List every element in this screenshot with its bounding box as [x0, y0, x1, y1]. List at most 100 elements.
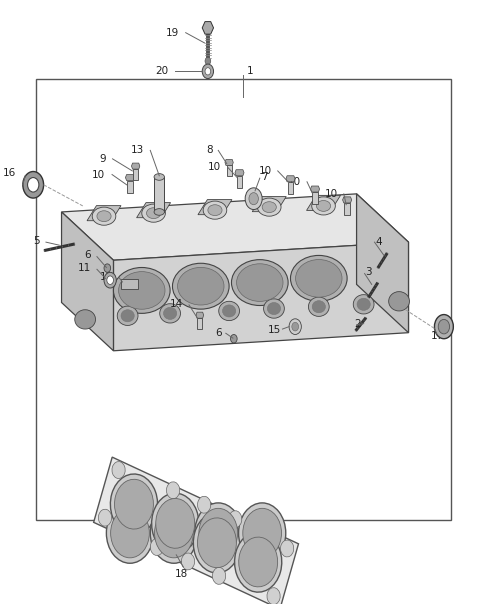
Bar: [127, 180, 133, 192]
Circle shape: [104, 264, 110, 272]
Polygon shape: [286, 175, 295, 182]
Ellipse shape: [243, 508, 281, 558]
Ellipse shape: [152, 493, 199, 554]
Ellipse shape: [325, 267, 338, 278]
Ellipse shape: [312, 197, 336, 215]
Ellipse shape: [154, 174, 165, 180]
Polygon shape: [61, 212, 113, 351]
Polygon shape: [132, 163, 140, 169]
Ellipse shape: [295, 264, 316, 281]
Ellipse shape: [228, 511, 242, 528]
Ellipse shape: [257, 198, 281, 216]
Ellipse shape: [312, 301, 325, 313]
Bar: [288, 182, 293, 194]
Polygon shape: [202, 22, 214, 34]
Ellipse shape: [144, 276, 166, 293]
Bar: [237, 175, 242, 188]
Ellipse shape: [357, 298, 370, 310]
Text: 3: 3: [365, 267, 372, 277]
Text: 18: 18: [174, 569, 188, 580]
Text: 7: 7: [261, 172, 267, 182]
Text: 4: 4: [375, 237, 382, 247]
Ellipse shape: [239, 537, 277, 587]
Polygon shape: [252, 197, 286, 212]
Circle shape: [205, 57, 211, 65]
Ellipse shape: [155, 508, 193, 558]
Text: 10: 10: [258, 166, 272, 176]
Polygon shape: [61, 194, 408, 260]
Ellipse shape: [178, 267, 224, 305]
Circle shape: [289, 319, 301, 335]
Ellipse shape: [263, 268, 283, 285]
Ellipse shape: [266, 271, 280, 282]
Ellipse shape: [167, 482, 180, 499]
Text: 10: 10: [92, 169, 106, 180]
Polygon shape: [198, 200, 232, 215]
Ellipse shape: [181, 553, 194, 570]
Circle shape: [23, 171, 44, 198]
Circle shape: [230, 335, 237, 343]
Polygon shape: [225, 160, 233, 166]
Ellipse shape: [197, 518, 236, 567]
Circle shape: [434, 315, 453, 339]
Text: 10: 10: [208, 162, 221, 172]
Ellipse shape: [264, 299, 284, 318]
Bar: [312, 192, 318, 204]
Polygon shape: [235, 170, 244, 175]
Polygon shape: [307, 195, 340, 211]
Ellipse shape: [110, 508, 149, 558]
Text: 11: 11: [78, 263, 91, 273]
Circle shape: [292, 322, 299, 331]
Circle shape: [205, 68, 211, 75]
Circle shape: [107, 276, 113, 284]
Circle shape: [202, 64, 214, 79]
Ellipse shape: [236, 268, 257, 285]
Ellipse shape: [235, 532, 282, 592]
Bar: [154, 177, 165, 212]
Ellipse shape: [219, 301, 240, 321]
Ellipse shape: [118, 276, 139, 293]
Text: 16: 16: [2, 168, 16, 178]
Ellipse shape: [316, 200, 331, 211]
Text: 20: 20: [156, 66, 168, 76]
Bar: [197, 318, 202, 329]
Ellipse shape: [97, 211, 111, 221]
Ellipse shape: [208, 204, 222, 215]
Polygon shape: [125, 174, 134, 180]
Circle shape: [249, 192, 258, 204]
Ellipse shape: [112, 462, 125, 479]
Ellipse shape: [172, 263, 229, 309]
Polygon shape: [113, 242, 408, 351]
Circle shape: [104, 272, 116, 288]
Bar: [344, 203, 350, 215]
Ellipse shape: [122, 279, 135, 290]
Ellipse shape: [115, 479, 154, 529]
Ellipse shape: [309, 297, 329, 316]
Text: 12: 12: [100, 272, 113, 282]
Ellipse shape: [146, 208, 161, 218]
Ellipse shape: [164, 307, 177, 319]
Ellipse shape: [110, 474, 157, 534]
Ellipse shape: [177, 272, 198, 289]
Ellipse shape: [107, 503, 154, 563]
Ellipse shape: [154, 209, 165, 215]
Ellipse shape: [280, 540, 294, 557]
Polygon shape: [137, 203, 170, 218]
Ellipse shape: [322, 264, 342, 281]
Ellipse shape: [181, 275, 194, 286]
Ellipse shape: [353, 295, 374, 314]
Polygon shape: [343, 197, 352, 203]
Ellipse shape: [92, 207, 116, 225]
Text: 5: 5: [33, 236, 39, 246]
Ellipse shape: [239, 503, 286, 563]
Polygon shape: [311, 186, 320, 192]
Ellipse shape: [148, 279, 162, 290]
Ellipse shape: [119, 272, 165, 309]
Ellipse shape: [213, 567, 226, 584]
Ellipse shape: [204, 272, 224, 289]
Text: 15: 15: [268, 325, 281, 335]
Ellipse shape: [299, 267, 312, 278]
Ellipse shape: [150, 538, 164, 555]
Text: 19: 19: [166, 28, 180, 38]
Text: 6: 6: [216, 328, 222, 338]
